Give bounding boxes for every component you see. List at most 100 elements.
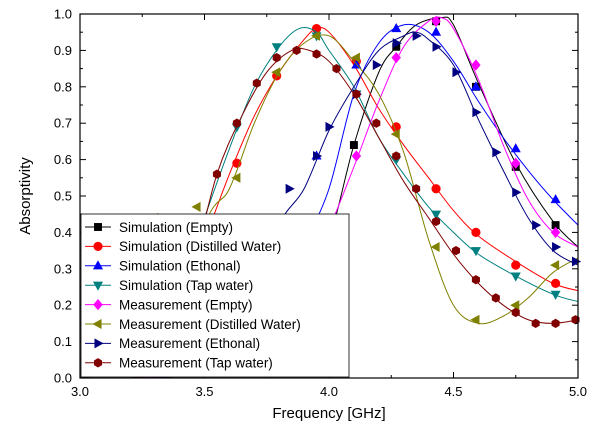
series-8-point	[232, 118, 241, 128]
series-8-point	[272, 53, 281, 63]
series-7-point	[552, 241, 562, 252]
legend-swatch-marker	[93, 241, 103, 251]
legend-entry: Simulation (Tap water)	[85, 278, 253, 293]
legend-label: Measurement (Distilled Water)	[119, 317, 301, 332]
y-tick-label: 1.0	[54, 7, 72, 22]
series-8-point	[372, 118, 381, 128]
y-tick-label: 0.6	[54, 152, 72, 167]
series-7-point	[285, 183, 295, 194]
axes: 3.0 3.5 4.0 4.5 5.0 0.0 0.1 0.2 0.3 0.4 0.5 0.6 0.7 0…	[54, 7, 587, 400]
series-8-point	[312, 49, 321, 59]
series-8-point	[252, 78, 261, 88]
y-tick-label: 0.1	[54, 334, 72, 349]
series-8-point	[212, 169, 221, 179]
series-6-point	[430, 241, 440, 252]
y-tick-label: 0.0	[54, 371, 72, 386]
series-7-point	[313, 150, 323, 161]
legend-box	[80, 213, 350, 378]
series-5-point	[391, 52, 401, 64]
series-7-point	[412, 30, 422, 41]
series-3-point	[391, 22, 402, 33]
series-8-point	[432, 216, 441, 227]
legend-entry: Measurement (Distilled Water)	[85, 317, 301, 332]
series-6-point	[470, 314, 480, 325]
series-6-point	[191, 201, 201, 212]
series-3-point	[550, 194, 561, 204]
x-axis-title: Frequency [GHz]	[272, 405, 385, 422]
series-6-point	[550, 260, 560, 271]
series-7-point	[472, 107, 482, 118]
legend-label: Simulation (Distilled Water)	[119, 239, 281, 254]
series-8-point	[571, 315, 580, 325]
series-2-point	[511, 260, 521, 270]
y-tick-label: 0.5	[54, 189, 72, 204]
series-7-point	[512, 187, 522, 198]
legend-entry: Measurement (Empty)	[85, 297, 253, 312]
series-2-point	[431, 184, 441, 194]
series-4-point	[470, 247, 481, 257]
series-7-point	[492, 147, 502, 158]
x-tick-label: 3.5	[195, 384, 213, 399]
series-6-line	[80, 34, 578, 378]
series-5-point	[471, 59, 481, 71]
legend-entry: Measurement (Tap water)	[85, 356, 273, 371]
legend-label: Measurement (Tap water)	[119, 356, 273, 371]
legend-label: Simulation (Empty)	[119, 220, 233, 235]
series-1-point	[349, 141, 358, 149]
series-7-point	[372, 59, 382, 70]
legend-swatch-marker	[92, 318, 102, 330]
x-tick-label: 5.0	[569, 384, 587, 399]
series-6-point	[390, 129, 400, 140]
series-5-point	[511, 157, 521, 169]
y-tick-label: 0.4	[54, 225, 72, 240]
series-5-point	[431, 15, 441, 27]
series-8-point	[332, 63, 341, 74]
series-6-point	[310, 30, 321, 41]
legend-entry: Simulation (Ethonal)	[85, 259, 241, 274]
legend-entry: Measurement (Ethonal)	[85, 336, 260, 351]
legend-swatch-marker	[94, 223, 102, 231]
series-8-point	[551, 318, 560, 329]
series-5-point	[351, 150, 362, 162]
series-6-point	[231, 172, 241, 183]
series-7-point	[452, 67, 462, 78]
series-3-point	[431, 26, 442, 36]
y-tick-label: 0.9	[54, 43, 72, 58]
legend-swatch-marker	[93, 298, 103, 311]
series-8-point	[471, 275, 480, 285]
y-tick-label: 0.7	[54, 116, 72, 131]
legend-swatch-marker	[92, 281, 104, 291]
x-tick-label: 4.5	[444, 384, 462, 399]
series-5-point	[550, 226, 561, 239]
series-6-point	[350, 52, 360, 63]
legend-label: Measurement (Ethonal)	[119, 336, 260, 351]
series-7-point	[325, 121, 335, 132]
series-8-point	[412, 184, 421, 194]
series-7-point	[392, 38, 402, 49]
y-tick-label: 0.8	[54, 79, 72, 94]
y-axis-title: Absorptivity	[17, 157, 34, 235]
series-4-point	[510, 272, 521, 282]
series-3-point	[510, 143, 521, 153]
series-2-point	[550, 278, 561, 288]
y-tick-label: 0.2	[54, 298, 72, 313]
series-4-point	[271, 43, 282, 53]
series-8-point	[292, 45, 301, 56]
series-6-point	[510, 300, 520, 311]
legend-swatch-marker	[94, 338, 104, 349]
legend-label: Simulation (Tap water)	[119, 278, 253, 293]
series-3-point	[470, 81, 481, 91]
legend: Simulation (Empty) Simulation (Distilled …	[80, 213, 350, 378]
series-6-point	[271, 67, 281, 78]
series-8-point	[392, 151, 401, 161]
series-8-point	[531, 318, 540, 329]
legend-entry: Simulation (Distilled Water)	[85, 239, 281, 254]
series-8-point	[511, 307, 520, 318]
legend-swatch-marker	[93, 358, 103, 368]
legend-swatch-marker	[92, 260, 104, 270]
y-tick-label: 0.3	[54, 261, 72, 276]
series-7-point	[571, 256, 582, 267]
series-layer	[80, 15, 582, 378]
series-2-point	[471, 227, 481, 237]
